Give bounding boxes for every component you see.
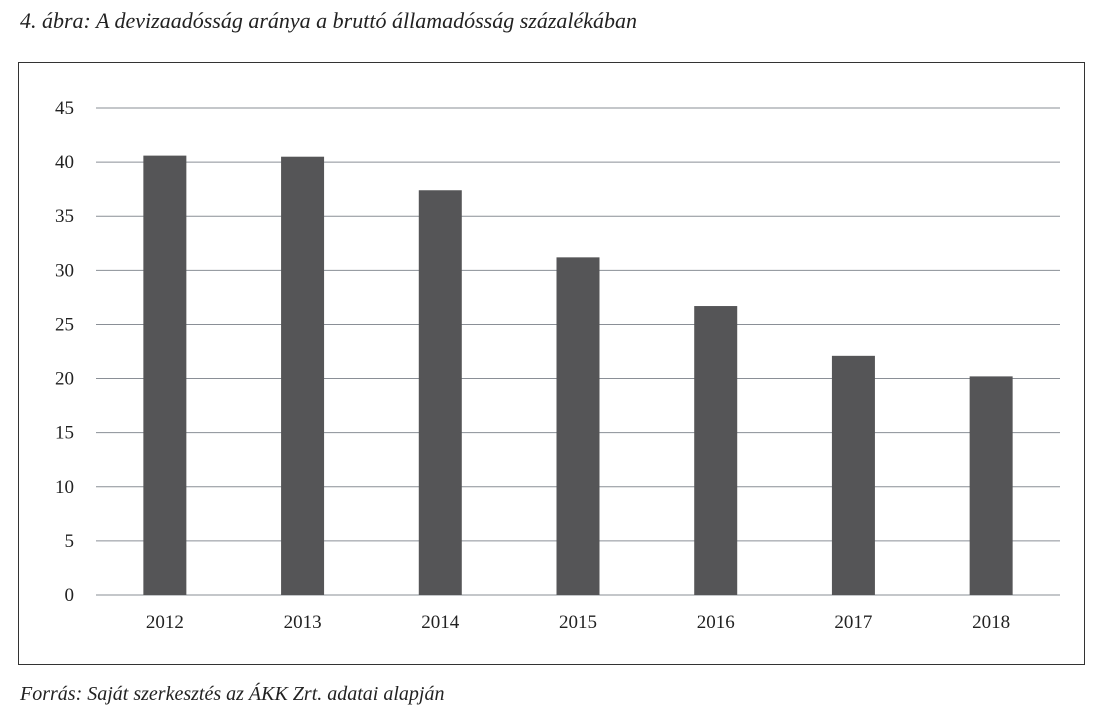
x-tick-label: 2012	[146, 612, 184, 633]
bar-2016	[694, 306, 738, 595]
bar-2018	[969, 376, 1013, 595]
y-tick-label: 0	[65, 585, 75, 606]
bar-2015	[556, 257, 600, 595]
x-tick-label: 2015	[559, 612, 597, 633]
chart-frame	[18, 62, 1085, 665]
bar-2014	[418, 190, 462, 595]
y-tick-label: 5	[65, 531, 75, 552]
x-tick-label: 2018	[972, 612, 1010, 633]
x-tick-label: 2017	[834, 612, 872, 633]
y-tick-label: 20	[55, 369, 74, 390]
y-tick-label: 40	[55, 152, 74, 173]
y-tick-label: 30	[55, 260, 74, 281]
x-tick-label: 2016	[697, 612, 735, 633]
x-tick-label: 2013	[284, 612, 322, 633]
y-tick-label: 25	[55, 314, 74, 335]
bar-2017	[831, 355, 875, 595]
source-note: Forrás: Saját szerkesztés az ÁKK Zrt. ad…	[20, 683, 445, 705]
bar-2013	[281, 156, 325, 595]
y-tick-label: 35	[55, 206, 74, 227]
y-tick-label: 15	[55, 423, 74, 444]
bar-2012	[143, 155, 187, 595]
x-tick-label: 2014	[421, 612, 460, 633]
y-tick-label: 10	[55, 477, 74, 498]
y-tick-label: 45	[55, 98, 74, 119]
chart-title: 4. ábra: A devizaadósság aránya a bruttó…	[20, 8, 638, 33]
